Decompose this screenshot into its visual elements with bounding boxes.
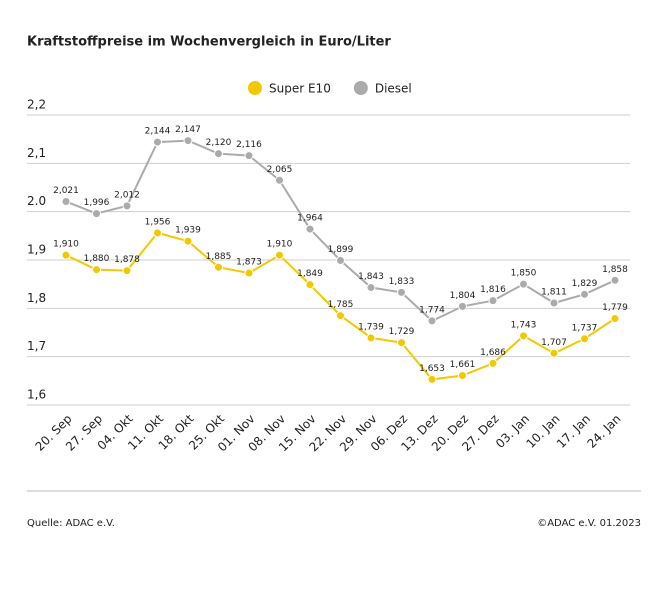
data-point — [488, 296, 498, 306]
data-point — [305, 224, 315, 234]
data-point — [183, 136, 193, 146]
y-tick-label: 1,8 — [27, 291, 46, 305]
data-point — [458, 371, 467, 381]
value-label: 1,653 — [419, 364, 445, 374]
data-point — [275, 175, 284, 185]
data-point — [580, 289, 589, 299]
data-point — [427, 374, 437, 384]
value-label: 1,878 — [114, 255, 140, 265]
value-label: 1,964 — [297, 214, 323, 224]
value-label: 1,811 — [541, 288, 567, 298]
data-point — [153, 137, 162, 147]
y-tick-label: 1,6 — [27, 388, 46, 402]
data-point — [336, 311, 345, 321]
value-label: 2,065 — [267, 165, 293, 175]
data-point — [336, 255, 345, 265]
data-point — [580, 334, 589, 344]
value-label: 1,843 — [358, 272, 384, 282]
legend-swatch — [353, 81, 368, 95]
value-label: 1,850 — [511, 269, 537, 279]
value-label: 1,880 — [84, 254, 110, 264]
data-point — [92, 265, 101, 275]
data-point — [549, 348, 559, 358]
value-label: 1,804 — [450, 291, 476, 301]
value-label: 2,116 — [236, 140, 262, 150]
value-label: 1,785 — [328, 300, 354, 310]
y-tick-label: 2,2 — [27, 98, 46, 112]
value-label: 1,833 — [389, 277, 415, 287]
credit: ©ADAC e.V. 01.2023 — [537, 518, 641, 529]
value-label: 2,021 — [53, 186, 79, 196]
y-tick-label: 2.0 — [27, 194, 46, 208]
legend-label: Super E10 — [269, 82, 331, 96]
value-label: 1,899 — [328, 245, 354, 255]
value-label: 2,144 — [145, 127, 171, 137]
data-point — [397, 287, 406, 297]
data-point — [122, 201, 132, 211]
value-label: 1,816 — [480, 285, 506, 295]
value-label: 1,956 — [145, 217, 171, 227]
data-point — [458, 301, 467, 311]
data-point — [92, 209, 101, 219]
data-point — [183, 236, 193, 246]
data-point — [427, 316, 437, 326]
data-point — [549, 298, 559, 308]
value-label: 1,774 — [419, 305, 445, 315]
data-point — [519, 279, 528, 289]
data-point — [610, 275, 620, 285]
legend-swatch — [248, 81, 262, 95]
value-label: 1,910 — [53, 240, 79, 250]
value-label: 1,729 — [389, 327, 415, 337]
data-point — [244, 151, 254, 161]
value-label: 1,858 — [602, 265, 628, 275]
data-point — [153, 228, 162, 238]
y-tick-label: 1,9 — [27, 243, 46, 257]
data-point — [244, 268, 254, 278]
value-label: 1,661 — [450, 360, 476, 370]
data-point — [488, 358, 498, 368]
data-point — [214, 149, 223, 159]
data-point — [519, 331, 528, 341]
value-label: 1,737 — [572, 323, 598, 333]
data-point — [366, 333, 376, 343]
value-label: 1,996 — [84, 198, 110, 208]
data-point — [305, 280, 315, 290]
value-label: 1,707 — [541, 338, 567, 348]
value-label: 2,012 — [114, 190, 140, 200]
value-label: 2,147 — [175, 125, 201, 135]
x-tick-label: 24. Jan — [584, 412, 623, 451]
data-point — [610, 313, 620, 323]
legend-label: Diesel — [375, 82, 412, 96]
value-label: 1,885 — [206, 252, 232, 262]
value-label: 1,686 — [480, 348, 506, 358]
series-line — [65, 139, 616, 323]
data-point — [275, 250, 284, 260]
value-label: 1,849 — [297, 269, 323, 279]
y-tick-label: 2,1 — [27, 146, 46, 160]
data-point — [61, 197, 71, 207]
value-label: 1,910 — [267, 240, 293, 250]
data-point — [122, 266, 132, 276]
value-label: 1,829 — [572, 279, 598, 289]
value-label: 1,743 — [511, 320, 537, 330]
chart-title: Kraftstoffpreise im Wochenvergleich in E… — [27, 35, 391, 50]
value-label: 1,739 — [358, 322, 384, 332]
data-point — [397, 338, 406, 348]
value-label: 1,779 — [602, 303, 628, 313]
value-label: 1,939 — [175, 226, 201, 236]
data-point — [61, 250, 71, 260]
value-label: 2,120 — [206, 138, 232, 148]
data-point — [366, 283, 376, 293]
data-point — [214, 262, 223, 272]
value-label: 1,873 — [236, 258, 262, 268]
source: Quelle: ADAC e.V. — [27, 518, 115, 529]
y-tick-label: 1,7 — [27, 339, 46, 353]
